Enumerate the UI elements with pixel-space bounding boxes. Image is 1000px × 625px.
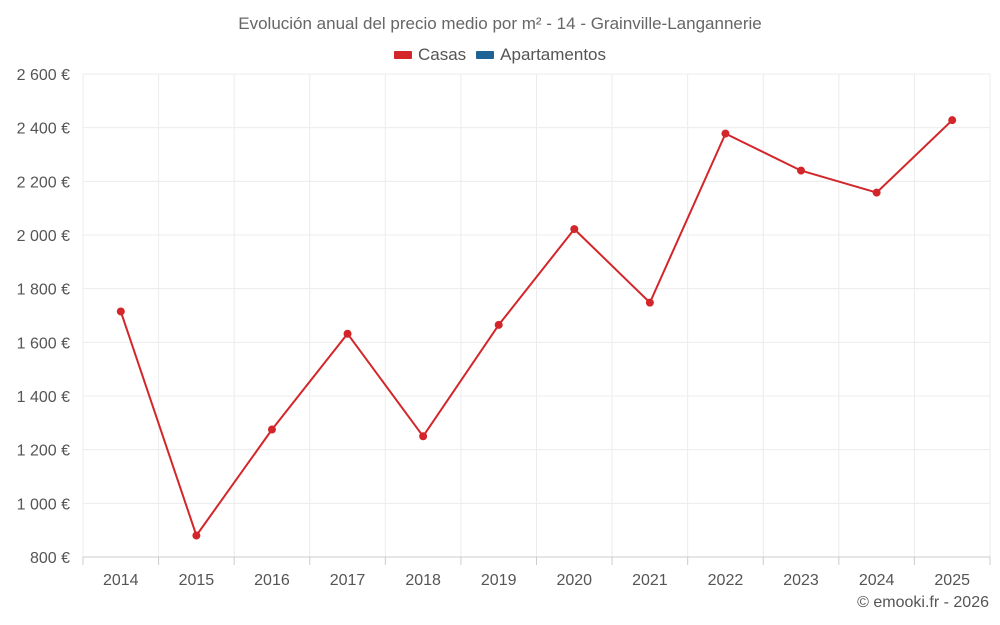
data-point [192, 531, 201, 540]
y-tick-label: 1 400 € [17, 389, 70, 406]
x-tick-label: 2018 [405, 572, 441, 589]
legend-swatch-apartamentos [476, 51, 495, 59]
y-tick-label: 2 200 € [17, 174, 70, 191]
data-point [872, 188, 881, 197]
data-point [645, 298, 654, 307]
data-point [419, 432, 428, 441]
y-tick-label: 2 400 € [17, 121, 70, 138]
data-point [343, 329, 352, 338]
legend: Casas Apartamentos [0, 45, 1000, 65]
y-tick-label: 800 € [30, 550, 70, 567]
x-tick-label: 2016 [254, 572, 290, 589]
y-tick-label: 1 800 € [17, 282, 70, 299]
data-point [116, 307, 125, 316]
y-tick-label: 1 000 € [17, 496, 70, 513]
data-point [570, 225, 579, 234]
credit-text: © emooki.fr - 2026 [857, 594, 989, 611]
x-tick-label: 2017 [330, 572, 366, 589]
y-tick-label: 2 600 € [17, 67, 70, 84]
y-tick-label: 1 200 € [17, 443, 70, 460]
x-tick-label: 2014 [103, 572, 139, 589]
data-point [797, 166, 806, 175]
legend-item-apartamentos[interactable]: Apartamentos [476, 45, 606, 65]
x-tick-label: 2019 [481, 572, 517, 589]
x-tick-label: 2022 [708, 572, 744, 589]
x-tick-label: 2023 [783, 572, 819, 589]
x-tick-label: 2025 [934, 572, 970, 589]
x-tick-label: 2015 [179, 572, 215, 589]
x-tick-label: 2020 [556, 572, 592, 589]
data-point [267, 425, 276, 434]
legend-item-casas[interactable]: Casas [393, 45, 467, 65]
x-tick-label: 2024 [859, 572, 895, 589]
y-tick-label: 2 000 € [17, 228, 70, 245]
legend-label-apartamentos: Apartamentos [500, 45, 607, 64]
y-tick-label: 1 600 € [17, 335, 70, 352]
series-line-casas [119, 119, 953, 537]
x-tick-label: 2021 [632, 572, 668, 589]
legend-swatch-casas [393, 51, 412, 59]
data-point [494, 320, 503, 329]
legend-label-casas: Casas [417, 45, 467, 64]
data-point [948, 116, 957, 125]
chart-title: Evolución anual del precio medio por m² … [238, 14, 762, 33]
data-point [721, 129, 730, 138]
